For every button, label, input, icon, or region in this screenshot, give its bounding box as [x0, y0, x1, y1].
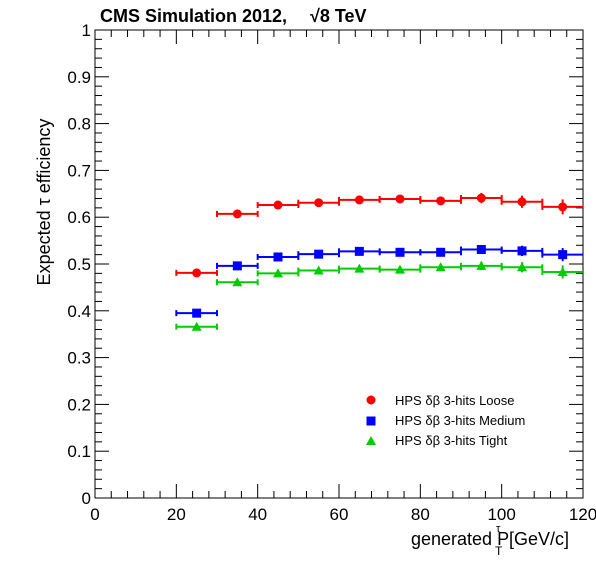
y-tick-label: 0.5 — [67, 255, 91, 274]
svg-text:generated P: generated P — [411, 529, 509, 549]
x-tick-label: 100 — [487, 505, 515, 524]
data-point — [419, 196, 462, 206]
y-tick-labels: 0 0.1 0.2 0.3 0.4 0.5 0.6 0.7 0.8 0.9 1 — [67, 21, 91, 508]
marker-square — [232, 261, 242, 271]
x-tick-label: 40 — [248, 505, 267, 524]
marker-square — [436, 247, 446, 257]
data-point — [460, 260, 503, 271]
marker-square — [354, 246, 364, 256]
marker-triangle — [191, 321, 202, 331]
marker-triangle — [435, 262, 446, 272]
marker-triangle — [313, 265, 324, 275]
data-point — [216, 277, 259, 287]
series-layer — [175, 192, 583, 331]
chart-title: CMS Simulation 2012, — [100, 6, 287, 26]
legend-label-medium: HPS δβ 3-hits Medium — [395, 413, 525, 428]
marker-square — [192, 308, 202, 318]
data-point — [541, 265, 583, 279]
data-point — [541, 199, 583, 215]
marker-circle — [558, 202, 568, 212]
x-tick-label: 60 — [330, 505, 349, 524]
legend-label-tight: HPS δβ 3-hits Tight — [395, 433, 508, 448]
x-axis-label-unit: [GeV/c] — [509, 529, 569, 549]
x-axis-label-sup: τ — [496, 523, 501, 535]
data-point — [541, 248, 583, 262]
chart-title-energy: √8 TeV — [310, 6, 367, 26]
data-point — [175, 321, 218, 331]
series-1 — [175, 244, 583, 318]
y-tick-label: 0.2 — [67, 395, 91, 414]
marker-circle — [354, 195, 364, 205]
data-point — [216, 209, 259, 219]
data-point — [216, 261, 259, 271]
x-axis-title: generated P τ T [GeV/c] — [411, 523, 569, 558]
data-point — [500, 245, 544, 257]
marker-circle — [476, 193, 486, 203]
y-tick-label: 0.9 — [67, 68, 91, 87]
marker-circle — [192, 268, 202, 278]
data-point — [500, 262, 544, 273]
marker-circle — [395, 194, 405, 204]
legend-entry-medium: HPS δβ 3-hits Medium — [366, 413, 525, 428]
marker-circle — [314, 198, 324, 208]
x-axis-label: generated P — [411, 529, 509, 549]
marker-square — [558, 250, 568, 260]
y-tick-label: 0.1 — [67, 442, 91, 461]
legend: HPS δβ 3-hits Loose HPS δβ 3-hits Medium… — [366, 393, 525, 448]
series-0 — [175, 192, 583, 278]
legend-marker-loose — [366, 395, 376, 405]
marker-triangle — [354, 263, 365, 273]
x-tick-label: 20 — [167, 505, 186, 524]
marker-triangle — [517, 262, 527, 272]
data-point — [378, 194, 422, 204]
marker-square — [314, 249, 324, 259]
x-tick-labels: 0 20 40 60 80 100 120 — [90, 505, 596, 524]
marker-circle — [517, 197, 527, 207]
marker-triangle — [476, 260, 487, 270]
y-tick-label: 0.3 — [67, 349, 91, 368]
series-2 — [175, 260, 583, 331]
marker-circle — [273, 200, 283, 210]
x-tick-label: 120 — [569, 505, 596, 524]
marker-triangle — [273, 268, 283, 278]
legend-marker-tight — [366, 436, 376, 445]
y-tick-label: 1 — [82, 21, 91, 40]
x-tick-label: 80 — [411, 505, 430, 524]
legend-marker-medium — [366, 416, 376, 426]
marker-square — [476, 244, 486, 254]
y-tick-label: 0.4 — [67, 302, 91, 321]
marker-triangle — [557, 266, 568, 276]
marker-triangle — [395, 264, 405, 274]
data-point — [256, 268, 300, 278]
y-tick-label: 0.7 — [67, 161, 91, 180]
data-point — [500, 195, 544, 208]
marker-circle — [436, 196, 446, 206]
y-tick-label: 0 — [82, 489, 91, 508]
marker-circle — [232, 209, 242, 219]
data-point — [460, 244, 503, 254]
x-axis-label-sub: T — [495, 544, 503, 558]
marker-triangle — [232, 277, 243, 287]
y-tick-label: 0.8 — [67, 115, 91, 134]
legend-label-loose: HPS δβ 3-hits Loose — [395, 393, 515, 408]
legend-entry-tight: HPS δβ 3-hits Tight — [366, 433, 508, 448]
data-point — [175, 268, 218, 278]
data-point — [175, 308, 218, 318]
legend-entry-loose: HPS δβ 3-hits Loose — [366, 393, 515, 408]
marker-square — [517, 246, 527, 256]
marker-square — [395, 247, 405, 257]
marker-square — [273, 252, 283, 262]
x-tick-label: 0 — [90, 505, 99, 524]
y-axis-title: Expected τ efficiency — [34, 119, 54, 286]
y-tick-label: 0.6 — [67, 208, 91, 227]
